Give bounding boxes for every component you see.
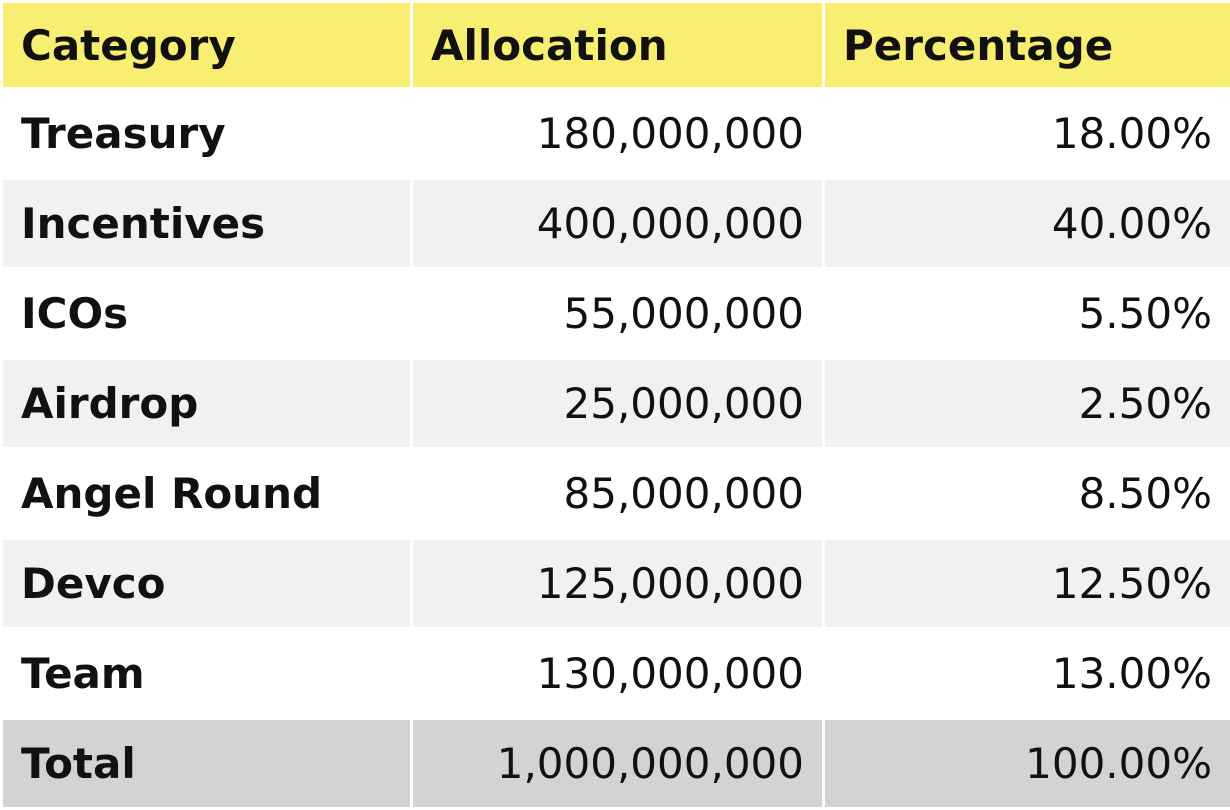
table-row: Devco 125,000,000 12.50% — [0, 537, 1230, 630]
category-cell: Team — [0, 627, 413, 720]
table-row: Incentives 400,000,000 40.00% — [0, 177, 1230, 270]
value-cell: 125,000,000 — [410, 537, 825, 630]
table-row: Team 130,000,000 13.00% — [0, 627, 1230, 720]
value-cell: 55,000,000 — [410, 267, 825, 360]
value-cell: 5.50% — [822, 267, 1230, 360]
total-row: Total 1,000,000,000 100.00% — [0, 717, 1230, 810]
table-row: ICOs 55,000,000 5.50% — [0, 267, 1230, 360]
category-cell: Total — [0, 717, 413, 810]
category-cell: Devco — [0, 537, 413, 630]
value-cell: 130,000,000 — [410, 627, 825, 720]
category-cell: ICOs — [0, 267, 413, 360]
header-cell: Allocation — [410, 0, 825, 90]
category-cell: Angel Round — [0, 447, 413, 540]
value-cell: 85,000,000 — [410, 447, 825, 540]
table-row: Airdrop 25,000,000 2.50% — [0, 357, 1230, 450]
header-cell: Category — [0, 0, 413, 90]
value-cell: 12.50% — [822, 537, 1230, 630]
value-cell: 13.00% — [822, 627, 1230, 720]
value-cell: 25,000,000 — [410, 357, 825, 450]
value-cell: 180,000,000 — [410, 87, 825, 180]
value-cell: 40.00% — [822, 177, 1230, 270]
value-cell: 2.50% — [822, 357, 1230, 450]
value-cell: 1,000,000,000 — [410, 717, 825, 810]
category-cell: Incentives — [0, 177, 413, 270]
header-row: Category Allocation Percentage — [0, 0, 1230, 90]
value-cell: 400,000,000 — [410, 177, 825, 270]
header-cell: Percentage — [822, 0, 1230, 90]
value-cell: 18.00% — [822, 87, 1230, 180]
table-row: Treasury 180,000,000 18.00% — [0, 87, 1230, 180]
category-cell: Airdrop — [0, 357, 413, 450]
value-cell: 100.00% — [822, 717, 1230, 810]
value-cell: 8.50% — [822, 447, 1230, 540]
category-cell: Treasury — [0, 87, 413, 180]
table-row: Angel Round 85,000,000 8.50% — [0, 447, 1230, 540]
